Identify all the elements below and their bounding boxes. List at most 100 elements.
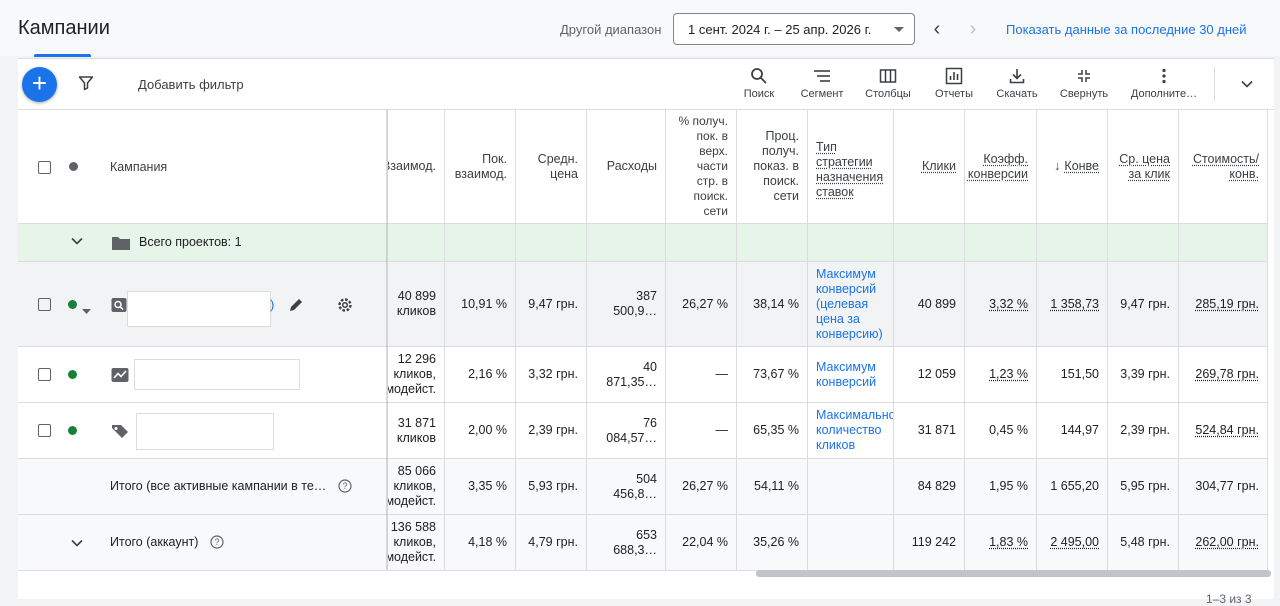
- totals-cell-clicks-text: 119 242: [912, 535, 956, 550]
- toolbar-search-button[interactable]: Поиск: [738, 67, 780, 100]
- totals-cell-interactions: 85 066 кликов, модейст.: [388, 459, 445, 515]
- help-icon[interactable]: ?: [338, 479, 352, 498]
- cell-avg-cost: 9,47 грн.: [516, 262, 587, 347]
- column-header-conversions-text: Конве: [1064, 159, 1099, 174]
- column-header-avg-cost[interactable]: Средн. цена: [516, 110, 587, 224]
- cell-bid-strategy[interactable]: Максимум конверсий: [808, 347, 894, 403]
- cell-search-is: 73,67 %: [737, 347, 808, 403]
- totals-cell-conv-rate-text: 1,83 %: [989, 535, 1028, 550]
- toolbar-collapse-button[interactable]: Свернуть: [1056, 67, 1112, 100]
- totals-cell-conversions: 2 495,00: [1037, 515, 1108, 571]
- column-header-interactions[interactable]: Взаимод.: [388, 110, 445, 224]
- column-header-clicks[interactable]: Клики: [894, 110, 965, 224]
- cell-search-is-text: 65,35 %: [753, 423, 799, 438]
- totals-cell-avg-cpc: 5,95 грн.: [1108, 459, 1179, 515]
- status-header-icon: [69, 162, 78, 171]
- cell-bid-strategy[interactable]: Максимальное количество кликов: [808, 403, 894, 459]
- cell-conv-rate-text: 0,45 %: [989, 423, 1028, 438]
- toolbar-columns-button[interactable]: Столбцы: [862, 67, 914, 100]
- cell-conv-rate: 3,32 %: [965, 262, 1037, 347]
- group-expand-chevron-icon[interactable]: [70, 234, 84, 253]
- group-row-cell: [388, 224, 445, 262]
- cell-conv-rate: 0,45 %: [965, 403, 1037, 459]
- date-range-dropdown[interactable]: 1 сент. 2024 г. – 25 апр. 2026 г.: [673, 13, 915, 45]
- add-campaign-button[interactable]: +: [22, 67, 57, 102]
- cell-search-is: 65,35 %: [737, 403, 808, 459]
- column-header-conv-rate[interactable]: Коэфф. конверсии: [965, 110, 1037, 224]
- chevron-left-icon[interactable]: ‹: [926, 16, 948, 42]
- campaign-name-redacted[interactable]: [127, 291, 271, 327]
- column-header-cost-text: Расходы: [607, 159, 657, 174]
- cell-clicks: 40 899: [894, 262, 965, 347]
- column-header-bid-strategy[interactable]: Тип стратегии назначения ставок: [808, 110, 894, 224]
- totals-cell-avg-cost: 5,93 грн.: [516, 459, 587, 515]
- cell-cost-per-conv: 285,19 грн.: [1179, 262, 1268, 347]
- filter-icon[interactable]: [78, 75, 94, 96]
- expand-toolbar-button[interactable]: [1240, 77, 1254, 96]
- totals-cell-bid-strategy: [808, 459, 894, 515]
- status-dropdown-caret-icon[interactable]: [82, 302, 91, 320]
- cell-avg-cost-text: 3,32 грн.: [528, 367, 578, 382]
- totals-cell-abs-top-is: 22,04 %: [666, 515, 737, 571]
- cell-avg-cpc-text: 2,39 грн.: [1120, 423, 1170, 438]
- totals-cell-search-is-text: 35,26 %: [753, 535, 799, 550]
- totals-cell-search-is: 54,11 %: [737, 459, 808, 515]
- row-checkbox[interactable]: [38, 298, 51, 311]
- toolbar-segment-button[interactable]: Сегмент: [796, 67, 848, 100]
- page-title: Кампании: [18, 17, 110, 40]
- cell-conversions-text: 1 358,73: [1050, 297, 1099, 312]
- column-header-search-is[interactable]: Проц. получ. показ. в поиск. сети: [737, 110, 808, 224]
- cell-search-is-text: 38,14 %: [753, 297, 799, 312]
- toolbar-reports-button[interactable]: Отчеты: [930, 67, 978, 100]
- cell-interactions-text: 40 899 кликов: [396, 289, 436, 319]
- edit-pencil-icon[interactable]: [288, 297, 304, 318]
- column-header-avg-cpc[interactable]: Ср. цена за клик: [1108, 110, 1179, 224]
- row-checkbox[interactable]: [38, 368, 51, 381]
- group-row-left: Всего проектов: 1: [18, 224, 388, 262]
- toolbar-more-button[interactable]: Дополните…: [1128, 67, 1200, 100]
- column-header-interaction-rate[interactable]: Пок. взаимод.: [445, 110, 516, 224]
- toolbar-label: Свернуть: [1060, 88, 1108, 100]
- totals-label: Итого (все активные кампании в те…: [110, 479, 326, 493]
- group-row-cell: [587, 224, 666, 262]
- totals-cell-conversions-text: 2 495,00: [1050, 535, 1099, 550]
- more-vert-icon: [1155, 67, 1173, 85]
- campaign-name-redacted[interactable]: [136, 413, 274, 450]
- chevron-down-icon: [894, 27, 904, 32]
- row-checkbox[interactable]: [38, 424, 51, 437]
- column-header-cost[interactable]: Расходы: [587, 110, 666, 224]
- column-header-cost-per-conv[interactable]: Стоимость/ конв.: [1179, 110, 1268, 224]
- cell-abs-top-is: —: [666, 347, 737, 403]
- select-all-checkbox[interactable]: [38, 161, 51, 174]
- cell-clicks-text: 31 871: [918, 423, 956, 438]
- toolbar-label: Поиск: [744, 88, 774, 100]
- cell-bid-strategy[interactable]: Максимум конверсий (целевая цена за конв…: [808, 262, 894, 347]
- cell-avg-cost: 3,32 грн.: [516, 347, 587, 403]
- help-icon[interactable]: ?: [210, 535, 224, 554]
- status-enabled-icon[interactable]: [68, 300, 77, 309]
- status-enabled-icon[interactable]: [68, 426, 77, 435]
- column-header-campaign[interactable]: Кампания: [110, 160, 167, 174]
- totals-cell-interaction-rate-text: 3,35 %: [468, 479, 507, 494]
- cell-avg-cost-text: 9,47 грн.: [528, 297, 578, 312]
- group-row-cell: [445, 224, 516, 262]
- cell-cost-text: 40 871,35…: [595, 360, 657, 390]
- table-toolbar: + Добавить фильтр Поиск Сегмент Столбцы …: [18, 59, 1274, 110]
- toolbar-download-button[interactable]: Скачать: [992, 67, 1042, 100]
- cell-cost-text: 76 084,57…: [595, 416, 657, 446]
- campaign-name-redacted[interactable]: [134, 359, 300, 390]
- totals-cell-abs-top-is-text: 22,04 %: [682, 535, 728, 550]
- display-campaign-icon: [111, 367, 129, 388]
- settings-gear-icon[interactable]: [336, 296, 354, 319]
- totals-cell-interactions-text: 85 066 кликов, модейст.: [388, 464, 436, 509]
- chevron-right-icon[interactable]: ›: [962, 16, 984, 42]
- totals-expand-chevron-icon[interactable]: [70, 536, 84, 555]
- show-last-30-days-link[interactable]: Показать данные за последние 30 дней: [1006, 22, 1247, 37]
- cell-clicks: 31 871: [894, 403, 965, 459]
- status-enabled-icon[interactable]: [68, 370, 77, 379]
- column-header-conversions[interactable]: ↓ Конве: [1037, 110, 1108, 224]
- horizontal-scrollbar[interactable]: [756, 570, 1271, 577]
- add-filter-button[interactable]: Добавить фильтр: [138, 77, 244, 92]
- column-header-abs-top-is[interactable]: % получ. пок. в верх. части стр. в поиск…: [666, 110, 737, 224]
- column-header-bid-strategy-text: Тип стратегии назначения ставок: [816, 140, 885, 200]
